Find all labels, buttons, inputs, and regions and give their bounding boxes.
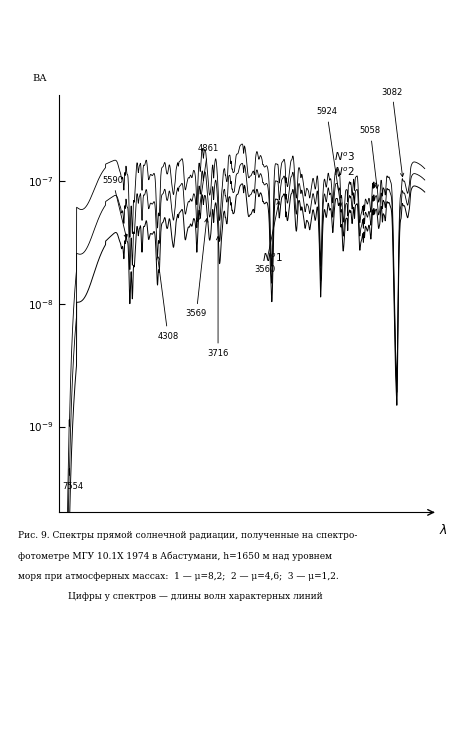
- Text: 5924: 5924: [316, 108, 342, 206]
- Text: $\lambda$: $\lambda$: [440, 523, 448, 537]
- Text: фотометре МГУ 10.1Х 1974 в Абастумани, h=1650 м над уровнем: фотометре МГУ 10.1Х 1974 в Абастумани, h…: [18, 551, 332, 561]
- Text: 5058: 5058: [360, 127, 381, 188]
- Text: Цифры у спектров — длины волн характерных линий: Цифры у спектров — длины волн характерны…: [68, 592, 322, 601]
- Text: 4308: 4308: [157, 256, 179, 340]
- Text: $N^{o}1$: $N^{o}1$: [261, 252, 283, 264]
- Text: $N^{o}3$: $N^{o}3$: [334, 151, 355, 163]
- Text: 3716: 3716: [207, 236, 229, 358]
- Text: 3569: 3569: [186, 219, 208, 318]
- Text: 3560: 3560: [255, 201, 280, 274]
- Text: 7554: 7554: [63, 482, 84, 490]
- Text: 4861: 4861: [196, 144, 219, 222]
- Text: моря при атмосферных массах:  1 — μ=8,2;  2 — μ=4,6;  3 — μ=1,2.: моря при атмосферных массах: 1 — μ=8,2; …: [18, 572, 339, 580]
- Text: 5590: 5590: [103, 176, 127, 238]
- Text: 3082: 3082: [382, 88, 404, 176]
- Text: ВА: ВА: [32, 74, 47, 83]
- Text: Рис. 9. Спектры прямой солнечной радиации, полученные на спектро-: Рис. 9. Спектры прямой солнечной радиаци…: [18, 531, 357, 539]
- Text: $N^{o}2$: $N^{o}2$: [334, 165, 355, 178]
